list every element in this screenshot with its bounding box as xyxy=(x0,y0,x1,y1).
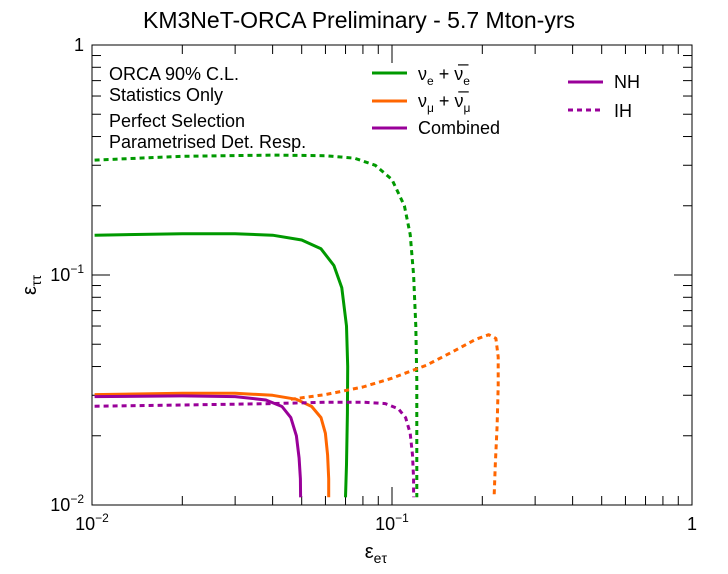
annotation-block: ORCA 90% C.L. Statistics Only Perfect Se… xyxy=(109,64,306,152)
x-tick-label: 1 xyxy=(687,514,697,534)
axis-ticks xyxy=(91,45,692,506)
series-layer xyxy=(94,153,500,498)
x-tick-label: 10−2 xyxy=(75,511,109,534)
annotation-stats: Statistics Only xyxy=(109,85,223,105)
legend-label-nh: NH xyxy=(614,72,640,92)
series-combined-nh xyxy=(94,394,303,498)
series-numu-ih xyxy=(290,333,500,498)
legend-label-combined: Combined xyxy=(418,118,500,138)
legend-label-nue: νe + ν̅e xyxy=(418,64,470,88)
x-axis-title: εeτ xyxy=(365,541,388,566)
series-nue-ih xyxy=(94,153,419,498)
annotation-cl: ORCA 90% C.L. xyxy=(109,64,239,84)
x-tick-label: 10−1 xyxy=(375,511,409,534)
legend-flavour: νe + ν̅e νμ + ν̅μ Combined xyxy=(372,64,500,138)
y-axis-title: εττ xyxy=(19,275,44,295)
y-tick-label: 10−2 xyxy=(50,492,84,515)
annotation-selection: Perfect Selection xyxy=(109,111,245,131)
y-tick-label: 1 xyxy=(74,35,84,55)
series-numu-nh xyxy=(94,391,331,498)
legend-label-numu: νμ + ν̅μ xyxy=(418,91,470,115)
annotation-detector: Parametrised Det. Resp. xyxy=(109,132,306,152)
legend-hierarchy: NH IH xyxy=(568,72,640,121)
series-nue-nh xyxy=(94,232,350,498)
y-tick-label: 10−1 xyxy=(50,262,84,285)
chart-title: KM3NeT-ORCA Preliminary - 5.7 Mton-yrs xyxy=(143,7,575,33)
legend-label-ih: IH xyxy=(614,101,632,121)
series-combined-ih xyxy=(94,400,416,498)
